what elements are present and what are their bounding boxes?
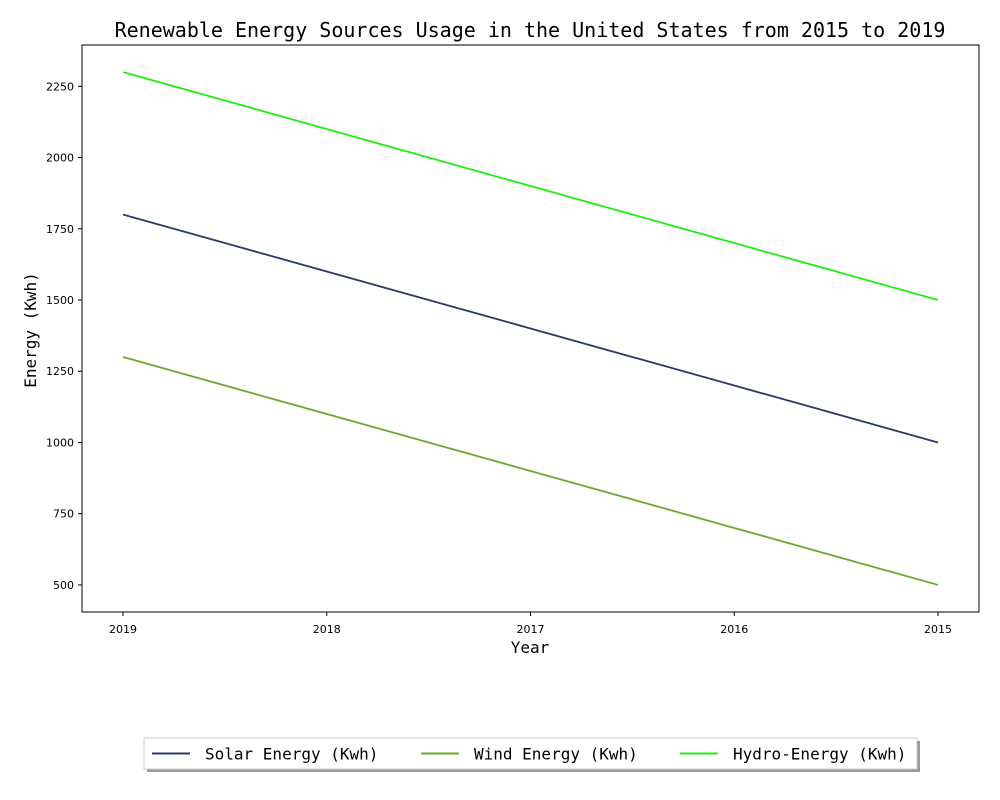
x-tick-label: 2018 <box>313 623 341 636</box>
legend-box <box>143 737 918 770</box>
legend-label: Wind Energy (Kwh) <box>474 745 638 764</box>
x-tick-label: 2019 <box>109 623 137 636</box>
series-line-2 <box>122 356 939 586</box>
y-tick-label: 1750 <box>46 223 74 236</box>
legend-label: Hydro-Energy (Kwh) <box>733 745 906 764</box>
y-tick-label: 2000 <box>46 152 74 165</box>
y-tick-label: 750 <box>53 508 74 521</box>
y-tick-label: 1000 <box>46 436 74 449</box>
y-tick-label: 500 <box>53 579 74 592</box>
x-tick-label: 2015 <box>924 623 952 636</box>
x-axis-label: Year <box>511 638 550 657</box>
series-line-1 <box>122 213 939 444</box>
legend: Solar Energy (Kwh) Wind Energy (Kwh) Hydro… <box>143 737 920 772</box>
legend-label: Solar Energy (Kwh) <box>205 745 378 764</box>
y-tick-label: 1250 <box>46 365 74 378</box>
chart-title: Renewable Energy Sources Usage in the Un… <box>115 18 946 42</box>
y-axis-label: Energy (Kwh) <box>21 272 40 388</box>
plot-area: 2019 2018 2017 2016 2015 500 750 1000 1250 1500 17… <box>46 44 980 636</box>
x-tick-label: 2016 <box>720 623 748 636</box>
series-line-3 <box>122 71 939 301</box>
y-tick-label: 1500 <box>46 294 74 307</box>
y-tick-label: 2250 <box>46 80 74 93</box>
x-tick-label: 2017 <box>517 623 545 636</box>
